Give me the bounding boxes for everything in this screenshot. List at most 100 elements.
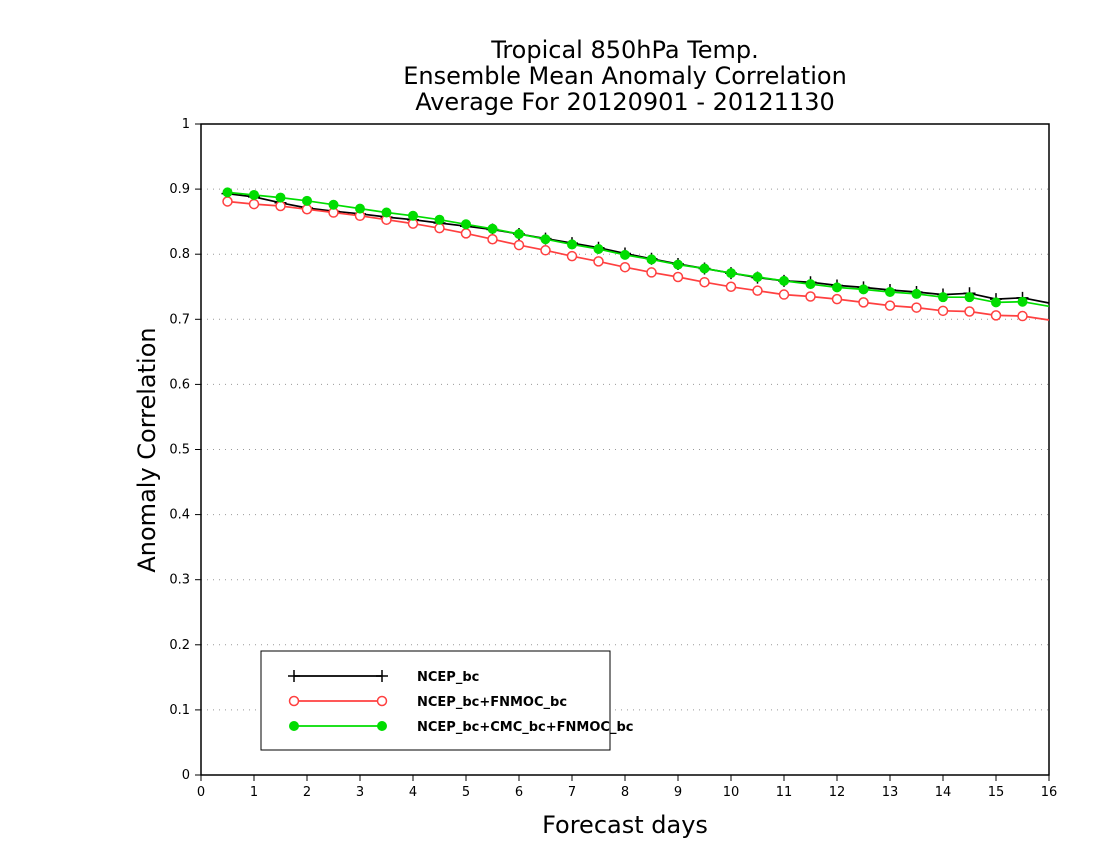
x-tick-label: 4 xyxy=(409,785,417,800)
data-point xyxy=(672,271,684,283)
data-point xyxy=(911,302,922,313)
x-axis-ticks: 0 1 2 3 4 5 6 7 8 9 10 11 12 13 14 15 16 xyxy=(197,775,1057,800)
legend-marker xyxy=(288,695,300,707)
x-axis-label: Forecast days xyxy=(542,811,708,839)
data-point xyxy=(620,249,630,260)
data-point xyxy=(567,239,577,250)
data-point xyxy=(619,261,631,273)
x-tick-label: 9 xyxy=(674,785,682,800)
series-group xyxy=(221,187,1050,322)
x-tick-label: 15 xyxy=(988,785,1005,800)
series-1 xyxy=(221,187,1050,306)
x-tick-label: 8 xyxy=(621,785,629,800)
legend-marker xyxy=(376,670,388,682)
x-tick-label: 16 xyxy=(1041,785,1058,800)
legend: NCEP_bc NCEP_bc+FNMOC_bc NCEP_bc+CMC_bc+FN… xyxy=(260,650,633,751)
data-point xyxy=(487,223,498,234)
x-tick-label: 2 xyxy=(303,785,311,800)
x-tick-label: 10 xyxy=(723,785,740,800)
data-point xyxy=(831,293,843,305)
data-point xyxy=(805,291,816,302)
legend-item-1: NCEP_bc xyxy=(288,670,479,685)
data-point xyxy=(222,196,233,207)
data-point xyxy=(593,256,604,267)
data-point xyxy=(752,285,763,296)
data-point xyxy=(779,275,789,286)
y-tick-label: 0.7 xyxy=(169,312,190,327)
data-point xyxy=(1017,296,1028,307)
series-3 xyxy=(222,187,1050,308)
data-point xyxy=(249,189,259,200)
data-point xyxy=(726,268,736,279)
y-tick-label: 0.5 xyxy=(169,443,190,458)
series-line xyxy=(227,200,1050,321)
data-point xyxy=(991,297,1001,308)
legend-marker xyxy=(377,721,387,731)
x-tick-label: 5 xyxy=(462,785,470,800)
data-point xyxy=(487,233,498,245)
data-point xyxy=(1017,310,1028,322)
data-point xyxy=(832,282,842,293)
legend-label: NCEP_bc+CMC_bc+FNMOC_bc xyxy=(417,720,633,735)
x-tick-label: 7 xyxy=(568,785,576,800)
data-point xyxy=(884,300,896,311)
data-point xyxy=(646,267,657,278)
data-point xyxy=(275,192,286,203)
data-point xyxy=(540,245,551,256)
data-point xyxy=(911,288,922,299)
data-point xyxy=(355,203,365,214)
y-tick-label: 0.2 xyxy=(169,638,190,653)
y-tick-label: 0.8 xyxy=(169,247,190,262)
y-tick-label: 0.9 xyxy=(169,182,190,197)
data-point xyxy=(805,279,816,290)
data-point xyxy=(408,210,418,221)
data-point xyxy=(752,271,763,282)
data-point xyxy=(778,289,790,300)
data-point xyxy=(460,228,472,239)
data-point xyxy=(275,200,286,212)
chart-title: Tropical 850hPa Temp.Ensemble Mean Anoma… xyxy=(403,36,847,116)
legend-marker xyxy=(376,695,388,707)
data-point xyxy=(858,297,869,308)
x-tick-label: 3 xyxy=(356,785,364,800)
data-point xyxy=(434,222,445,234)
x-tick-label: 12 xyxy=(829,785,846,800)
data-point xyxy=(513,239,525,251)
y-tick-label: 0.4 xyxy=(169,508,190,523)
data-point xyxy=(301,204,313,215)
data-point xyxy=(248,198,260,210)
data-point xyxy=(540,234,551,245)
data-point xyxy=(514,229,524,240)
data-point xyxy=(461,219,471,230)
chart-title-line-3: Average For 20120901 - 20121130 xyxy=(415,88,835,116)
y-tick-label: 0.1 xyxy=(169,703,190,718)
data-point xyxy=(328,199,339,210)
x-tick-label: 1 xyxy=(250,785,258,800)
legend-item-3: NCEP_bc+CMC_bc+FNMOC_bc xyxy=(289,720,633,735)
data-point xyxy=(646,254,657,265)
data-point xyxy=(302,195,312,206)
y-axis-label: Anomaly Correlation xyxy=(133,327,161,572)
data-point xyxy=(937,305,949,317)
x-tick-label: 14 xyxy=(935,785,952,800)
y-tick-label: 0.3 xyxy=(169,573,190,588)
legend-label: NCEP_bc xyxy=(417,670,479,685)
data-point xyxy=(858,284,869,295)
legend-label: NCEP_bc+FNMOC_bc xyxy=(417,695,567,710)
y-axis-ticks: 0 0.1 0.2 0.3 0.4 0.5 0.6 0.7 0.8 0.9 1 xyxy=(169,117,201,783)
data-point xyxy=(938,292,948,303)
data-point xyxy=(990,310,1002,321)
data-point xyxy=(566,250,578,262)
y-tick-label: 1 xyxy=(182,117,190,132)
x-tick-label: 6 xyxy=(515,785,523,800)
x-tick-label: 13 xyxy=(882,785,899,800)
series-2 xyxy=(222,196,1050,322)
data-point xyxy=(699,276,710,288)
data-point xyxy=(964,306,975,317)
data-point xyxy=(699,263,710,274)
data-point xyxy=(673,259,683,270)
data-point xyxy=(381,207,392,218)
data-point xyxy=(964,292,975,303)
data-point xyxy=(593,243,604,254)
